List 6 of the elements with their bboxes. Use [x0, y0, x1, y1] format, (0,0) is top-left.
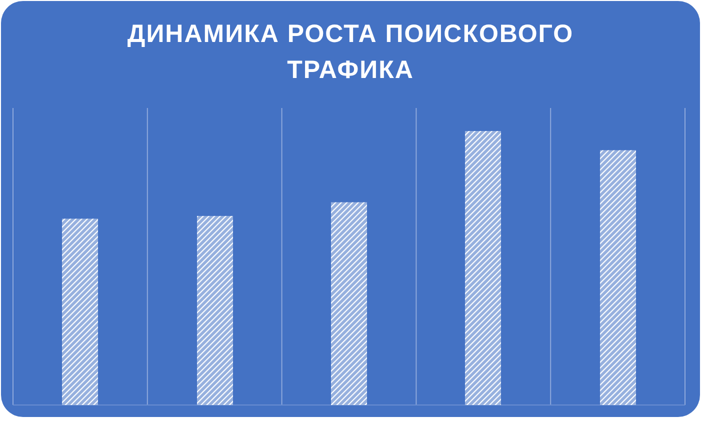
bar: [331, 202, 367, 405]
chart-title: ДИНАМИКА РОСТА ПОИСКОВОГО ТРАФИКА: [127, 20, 574, 84]
bar: [465, 131, 501, 405]
bar: [197, 216, 233, 405]
bar: [62, 218, 98, 405]
bar: [600, 150, 636, 405]
